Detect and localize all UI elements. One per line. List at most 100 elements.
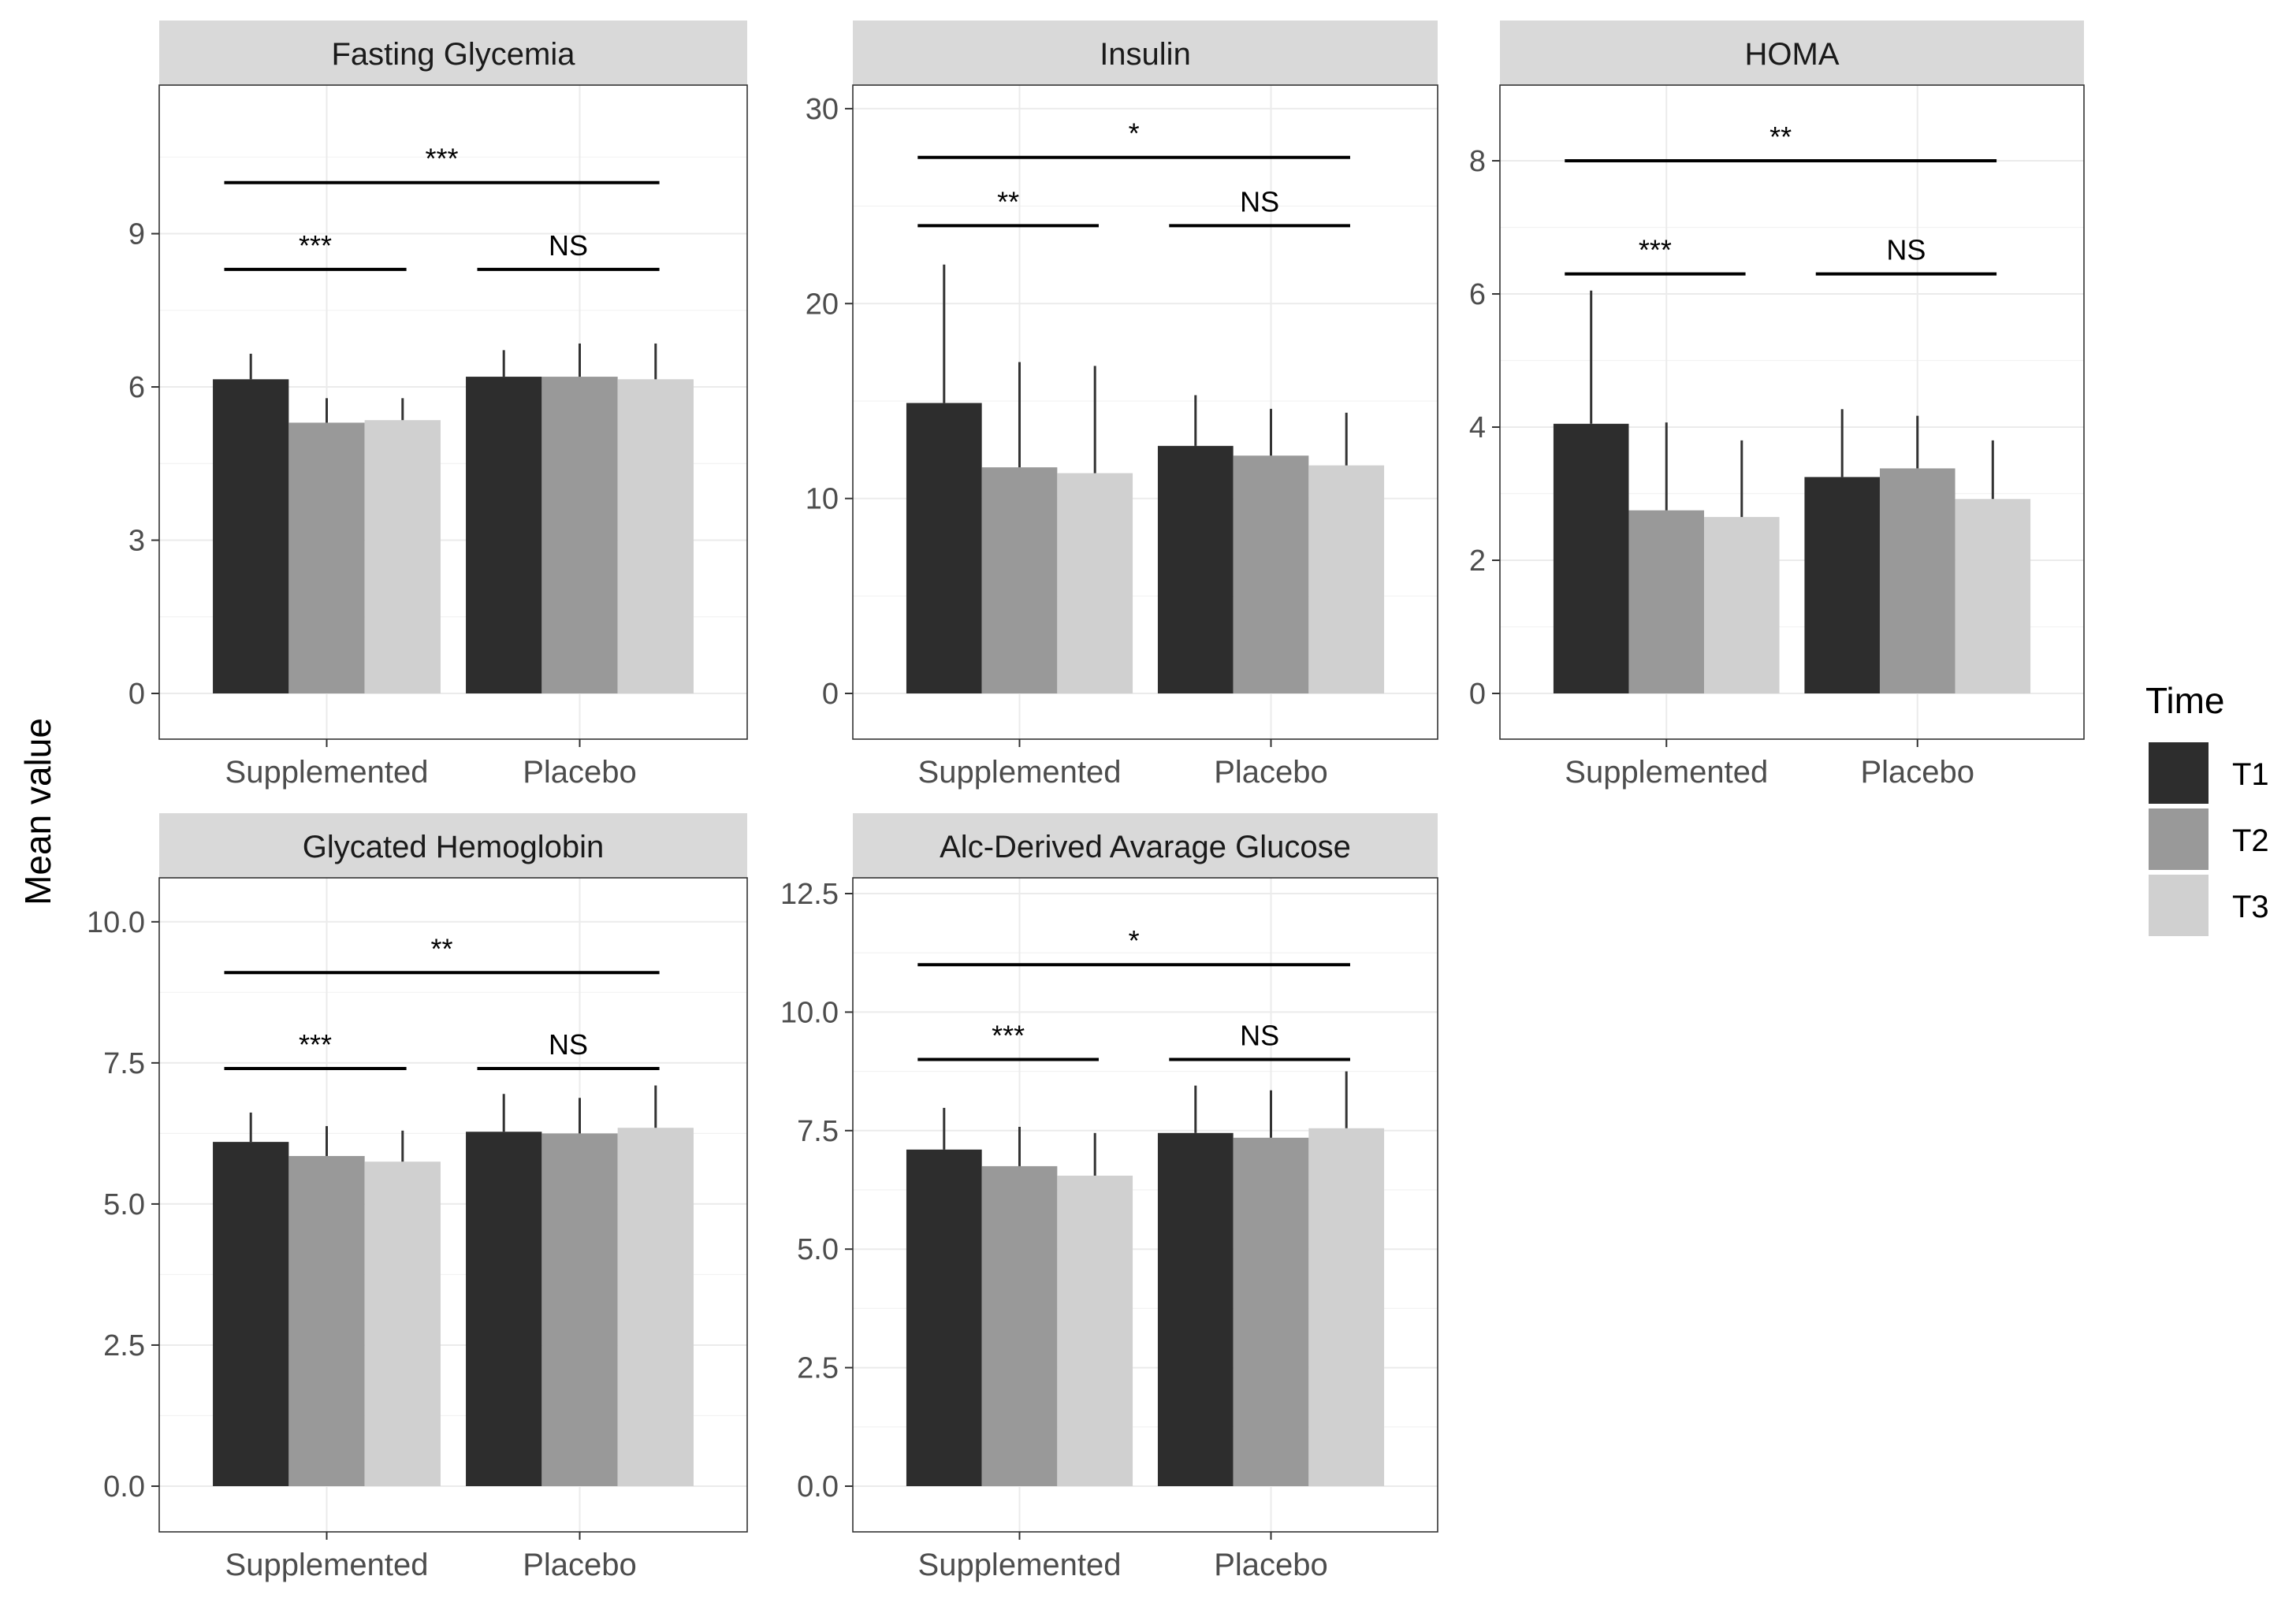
significance-label: *** [1639, 234, 1672, 266]
legend-swatch-T1 [2149, 742, 2209, 804]
strip-background [853, 813, 1438, 878]
strip-title: Glycated Hemoglobin [303, 830, 604, 864]
legend-label-T1: T1 [2232, 757, 2269, 792]
y-tick-label: 8 [1469, 145, 1486, 178]
panel-border [852, 84, 1438, 740]
legend-swatch-T3 [2149, 875, 2209, 936]
bar-T1-supplemented [213, 1142, 289, 1486]
panel-border [852, 877, 1438, 1533]
significance-label: * [1129, 117, 1140, 150]
y-tick-label: 20 [806, 288, 839, 321]
significance-label: *** [426, 143, 459, 175]
bar-T2-placebo [1233, 455, 1309, 693]
y-tick-label: 0 [128, 678, 145, 711]
y-tick-label: 5.0 [797, 1233, 839, 1266]
legend-swatch-T2 [2149, 808, 2209, 870]
bar-T2-supplemented [288, 422, 365, 693]
y-tick-label: 10.0 [87, 906, 145, 939]
y-tick-label: 3 [128, 525, 145, 558]
bar-T3-supplemented [364, 1162, 441, 1486]
significance-label: * [1129, 924, 1140, 957]
bar-T2-supplemented [981, 467, 1058, 693]
strip-background [159, 20, 747, 85]
bar-T1-placebo [466, 377, 542, 693]
bar-T3-placebo [617, 1128, 694, 1486]
y-tick-label: 10.0 [780, 996, 839, 1029]
panel-border [158, 877, 748, 1533]
bar-T1-supplemented [906, 1149, 982, 1486]
panel-4: Glycated Hemoglobin *** NS ** 0.0 2.5 5.0 7.5 10… [87, 813, 748, 1582]
significance-label: NS [1240, 185, 1279, 217]
significance-label: ** [431, 932, 453, 965]
strip-title: Alc-Derived Avarage Glucose [940, 830, 1351, 864]
panel-2: Insulin ** NS * 0 10 20 30 Supplemented Placebo [806, 20, 1438, 790]
bar-T2-supplemented [288, 1156, 365, 1486]
bar-T1-placebo [466, 1132, 542, 1486]
strip-title: Fasting Glycemia [332, 37, 576, 72]
x-tick-label: Placebo [1214, 1548, 1328, 1582]
panel-border [158, 84, 748, 740]
bar-T2-placebo [541, 1133, 618, 1486]
significance-label: *** [992, 1020, 1025, 1052]
panel-3: HOMA *** NS ** 0 2 4 6 8 Supplemented Placebo [1469, 20, 2085, 790]
y-tick-label: 7.5 [797, 1115, 839, 1148]
bar-T3-supplemented [1704, 517, 1780, 693]
x-tick-label: Supplemented [1565, 755, 1768, 790]
y-tick-label: 0.0 [797, 1470, 839, 1504]
y-tick-label: 6 [128, 371, 145, 404]
significance-label: ** [997, 185, 1019, 217]
strip-title: HOMA [1745, 37, 1840, 72]
significance-label: NS [549, 1028, 588, 1061]
panel-border [1499, 84, 2085, 740]
bar-T3-supplemented [1057, 473, 1133, 693]
y-tick-label: 6 [1469, 278, 1486, 311]
y-tick-label: 2.5 [797, 1352, 839, 1385]
bar-T1-supplemented [1553, 423, 1629, 693]
legend-label-T2: T2 [2232, 823, 2269, 858]
y-tick-label: 0 [1469, 678, 1486, 711]
panel-1: Fasting Glycemia *** NS *** 0 3 6 9 Supplemented… [128, 20, 748, 790]
y-tick-label: 5.0 [103, 1188, 145, 1221]
bar-T2-placebo [1879, 468, 1956, 693]
bar-T1-supplemented [213, 379, 289, 693]
bar-T3-supplemented [364, 420, 441, 693]
significance-label: NS [549, 229, 588, 262]
y-tick-label: 0 [822, 678, 839, 711]
significance-label: ** [1769, 121, 1792, 153]
legend-title: Time [2145, 680, 2225, 721]
significance-label: *** [299, 229, 332, 262]
bar-T2-supplemented [981, 1165, 1058, 1486]
x-tick-label: Placebo [523, 1548, 637, 1582]
bar-T1-placebo [1157, 445, 1234, 693]
y-tick-label: 10 [806, 483, 839, 516]
strip-background [1500, 20, 2084, 85]
bar-T3-placebo [1955, 499, 2031, 693]
legend-label-T3: T3 [2232, 890, 2269, 924]
bar-T1-placebo [1157, 1132, 1234, 1486]
y-tick-label: 9 [128, 218, 145, 251]
y-tick-label: 12.5 [780, 878, 839, 911]
y-axis-label: Mean value [17, 718, 58, 905]
y-tick-label: 0.0 [103, 1470, 145, 1504]
legend: Time T1 T2 T3 [2145, 680, 2269, 936]
panel-5: Alc-Derived Avarage Glucose *** NS * 0.0 2.5 5… [780, 813, 1438, 1582]
bar-T3-supplemented [1057, 1175, 1133, 1486]
panels: Fasting Glycemia*** NS***0369Supplemented… [87, 20, 2085, 1582]
x-tick-label: Placebo [1214, 755, 1328, 790]
significance-label: *** [299, 1028, 332, 1061]
y-tick-label: 7.5 [103, 1047, 145, 1080]
strip-background [853, 20, 1438, 85]
x-tick-label: Placebo [523, 755, 637, 790]
x-tick-label: Placebo [1860, 755, 1974, 790]
bar-T2-placebo [541, 377, 618, 693]
strip-background [159, 813, 747, 878]
bar-T3-placebo [1308, 465, 1385, 693]
strip-title: Insulin [1100, 37, 1191, 72]
y-tick-label: 2 [1469, 545, 1486, 578]
bar-T3-placebo [617, 379, 694, 693]
x-tick-label: Supplemented [918, 1548, 1122, 1582]
significance-label: NS [1886, 234, 1926, 266]
y-tick-label: 4 [1469, 411, 1486, 444]
bar-T1-placebo [1804, 477, 1880, 693]
